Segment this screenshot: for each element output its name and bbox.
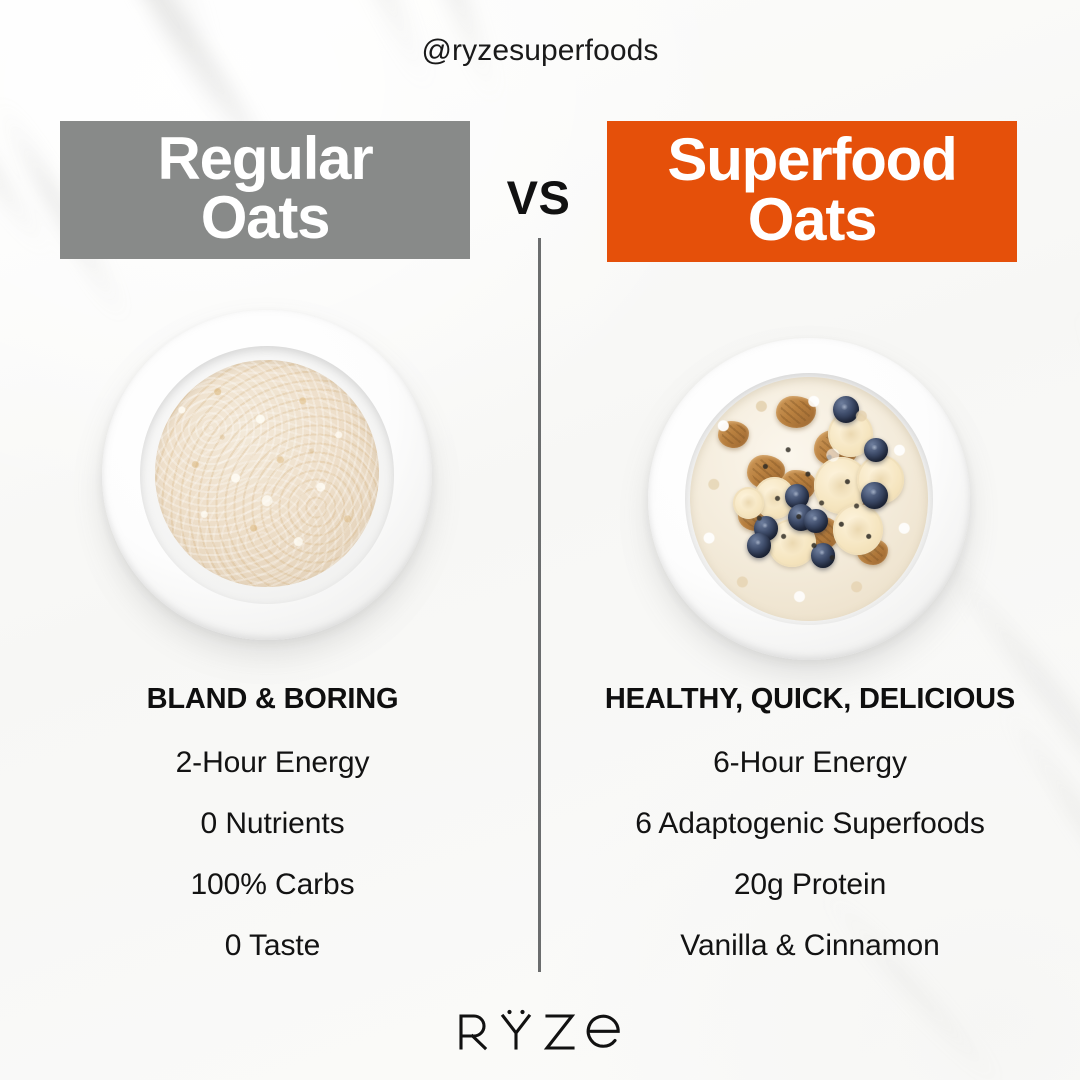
walnut-piece: [780, 469, 817, 502]
list-item: 6 Adaptogenic Superfoods: [635, 807, 985, 840]
regular-oats-column: BLAND & BORING 2-Hour Energy 0 Nutrients…: [20, 683, 525, 963]
banana-slice: [754, 476, 795, 519]
blueberry: [804, 508, 829, 534]
walnut-piece: [813, 430, 860, 468]
walnut-piece: [747, 454, 786, 490]
plain-oatmeal-fill: [154, 359, 380, 588]
banner-right-line2: Oats: [747, 185, 878, 253]
banner-superfood-oats: Superfood Oats: [607, 121, 1017, 262]
creamy-oat-base: [689, 376, 929, 622]
banana-slice: [768, 518, 817, 568]
blueberry: [811, 543, 836, 568]
walnut-piece: [775, 396, 817, 428]
banana-slice: [832, 503, 883, 556]
instagram-handle: @ryzesuperfoods: [421, 34, 659, 67]
superfood-oats-photo: [648, 338, 970, 660]
blueberry: [747, 533, 771, 558]
chia-seed-sprinkle: [737, 430, 890, 583]
blueberry: [785, 484, 809, 509]
walnut-piece: [718, 420, 750, 448]
banana-slice: [828, 410, 874, 458]
list-item: 2-Hour Energy: [175, 746, 370, 779]
list-item: 0 Nutrients: [200, 807, 345, 840]
banana-slice: [732, 486, 764, 519]
regular-oats-list: 2-Hour Energy 0 Nutrients 100% Carbs 0 T…: [20, 746, 525, 963]
list-item: 6-Hour Energy: [713, 746, 907, 779]
ryze-wordmark-icon: [459, 1009, 620, 1051]
superfood-oats-column: HEALTHY, QUICK, DELICIOUS 6-Hour Energy …: [555, 683, 1065, 963]
banana-slice: [813, 457, 869, 514]
list-item: 20g Protein: [733, 868, 887, 901]
regular-oats-title: BLAND & BORING: [146, 683, 399, 715]
column-divider: [538, 238, 541, 972]
banner-right-line1: Superfood: [667, 126, 957, 194]
blueberry: [863, 437, 888, 463]
list-item: Vanilla & Cinnamon: [680, 929, 940, 962]
walnut-piece: [801, 516, 840, 551]
list-item: 0 Taste: [224, 929, 321, 962]
bowl-dish-right: [648, 338, 970, 660]
walnut-piece: [856, 538, 888, 566]
list-item: 100% Carbs: [190, 868, 355, 901]
superfood-oats-title: HEALTHY, QUICK, DELICIOUS: [604, 683, 1016, 715]
banana-slice: [856, 454, 905, 504]
vs-label: VS: [506, 171, 571, 224]
walnut-piece: [842, 484, 876, 514]
walnut-piece: [737, 498, 774, 531]
blueberry: [832, 396, 860, 424]
oat-grain-texture: [154, 359, 380, 588]
banner-left-line1: Regular: [157, 124, 374, 192]
banner-regular-oats: Regular Oats: [60, 121, 470, 259]
superfood-oats-list: 6-Hour Energy 6 Adaptogenic Superfoods 2…: [555, 746, 1065, 963]
blueberry: [861, 481, 888, 509]
banner-left-line2: Oats: [200, 184, 331, 251]
regular-oats-photo: [102, 310, 432, 640]
bowl-dish-left: [102, 310, 432, 640]
blueberry: [787, 503, 814, 531]
blueberry: [754, 516, 778, 541]
ryze-logo: [0, 1008, 1080, 1059]
